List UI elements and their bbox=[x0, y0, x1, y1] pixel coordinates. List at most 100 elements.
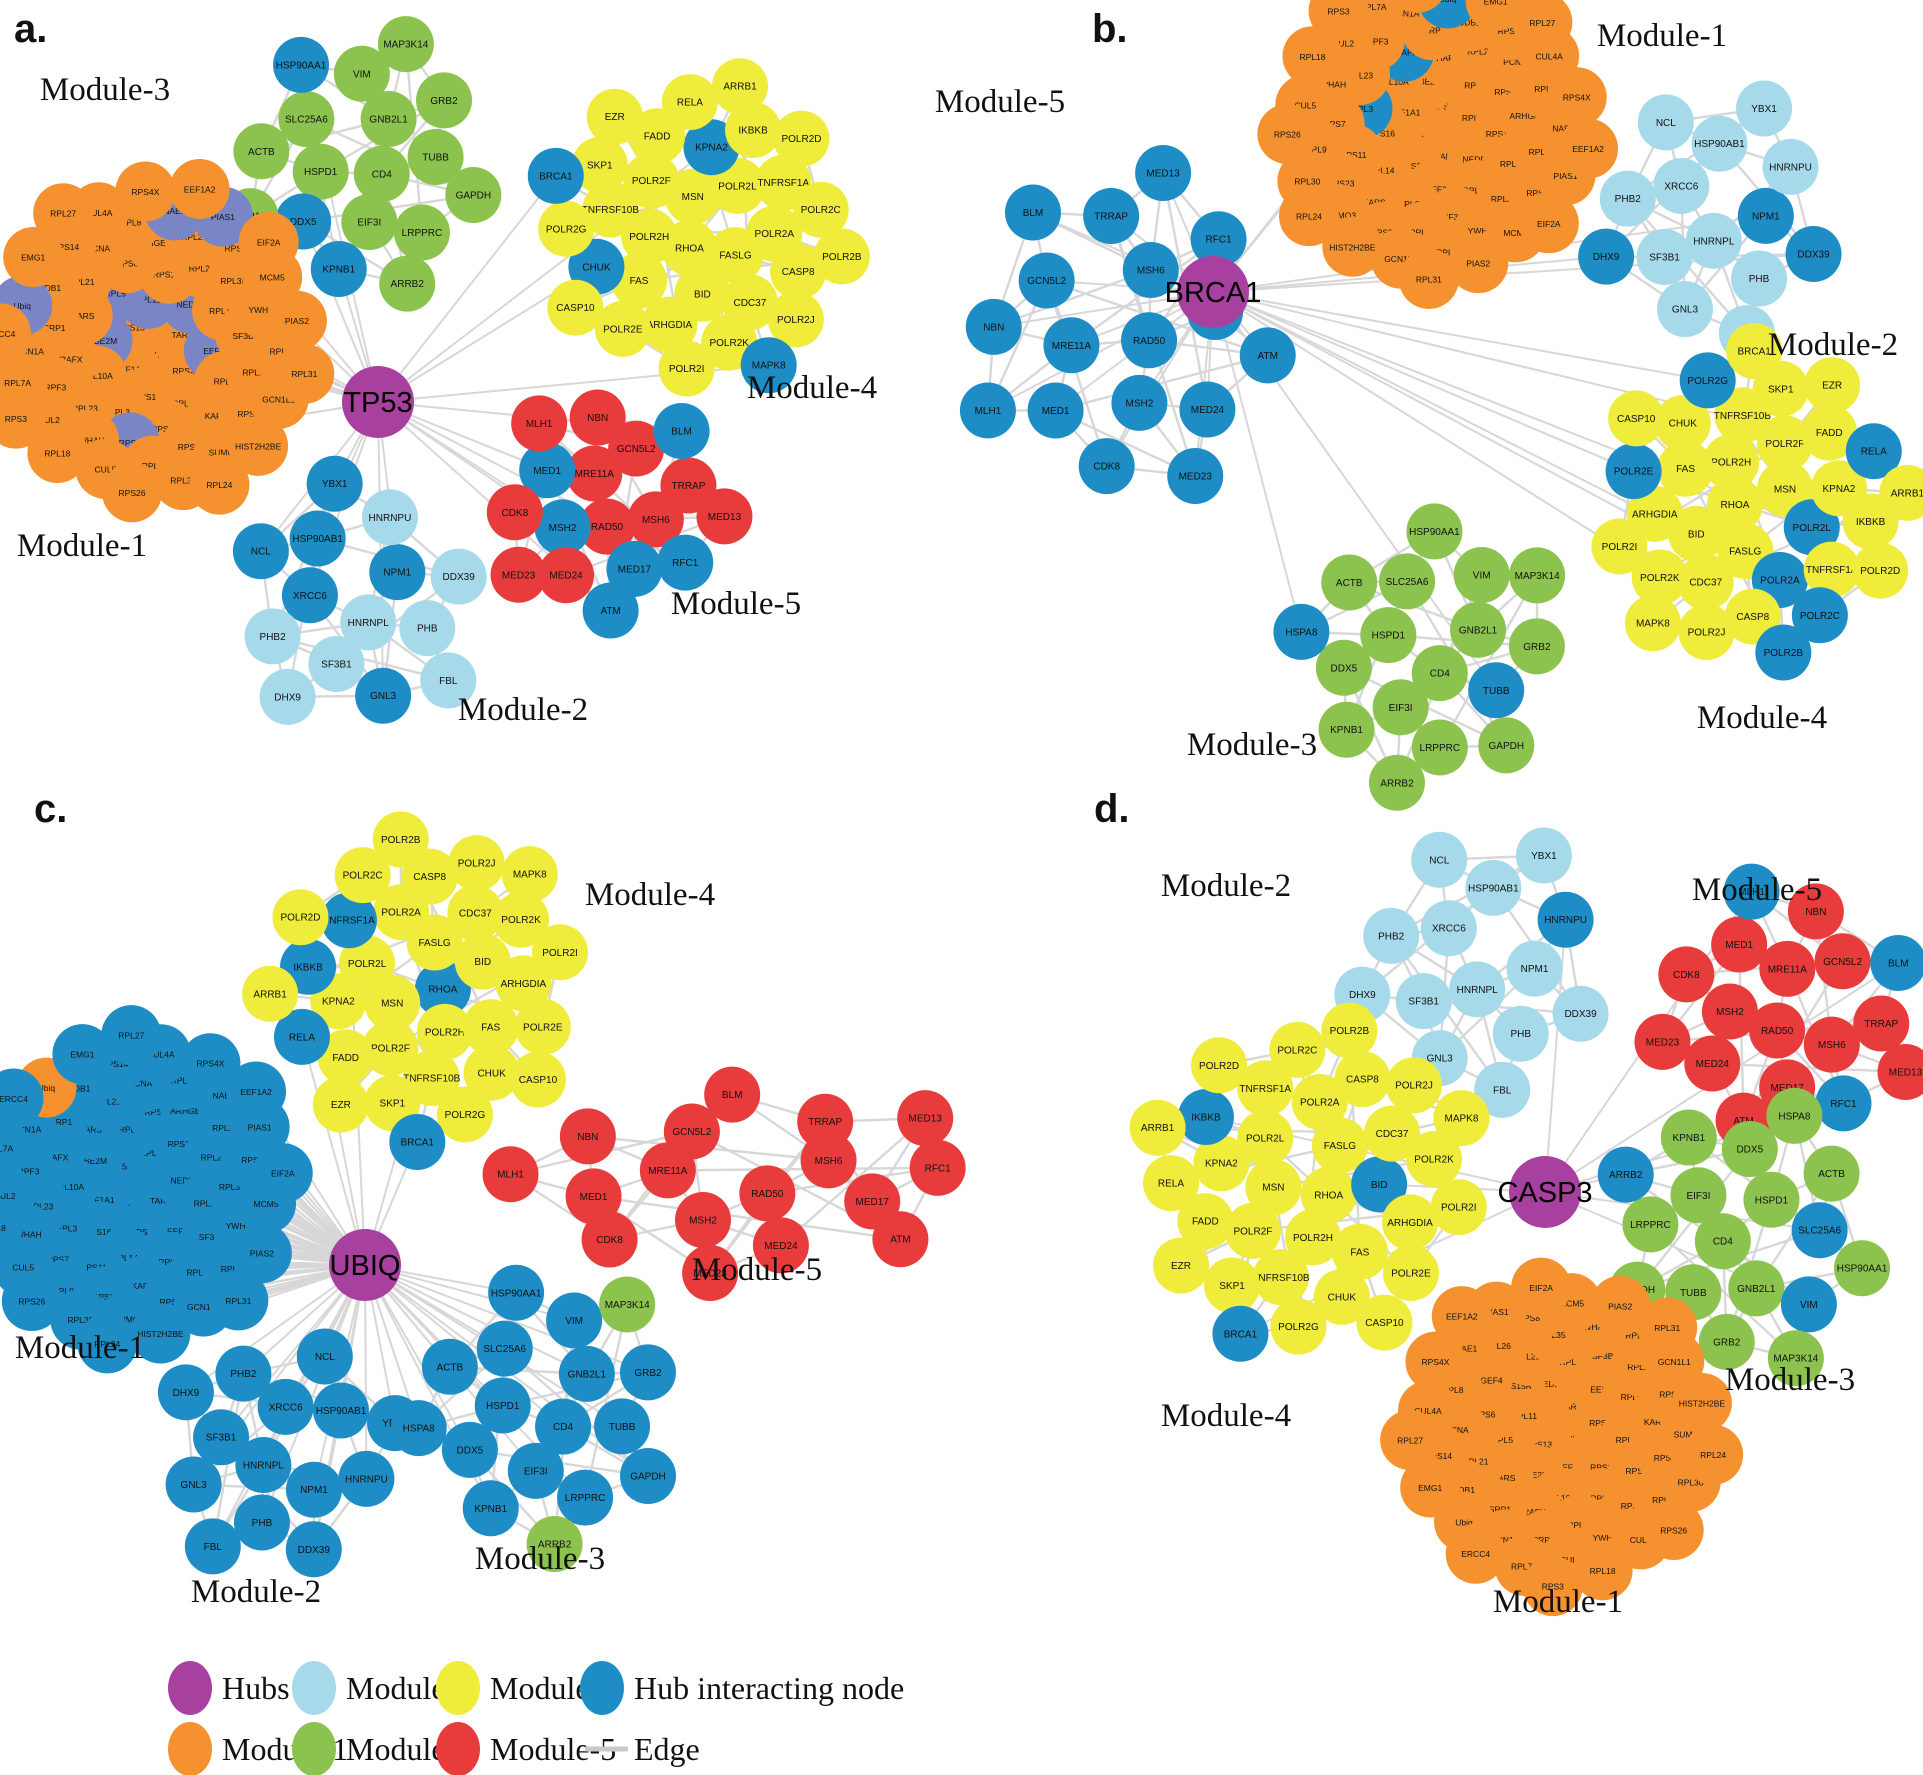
node-ERCC4[interactable] bbox=[0, 1068, 44, 1129]
node-MAP3K14[interactable] bbox=[1767, 1330, 1824, 1387]
node-XRCC6[interactable] bbox=[257, 1378, 314, 1435]
node-HSPA8[interactable] bbox=[390, 1400, 447, 1457]
node-MED1[interactable] bbox=[565, 1168, 622, 1225]
node-SKP1[interactable] bbox=[571, 136, 628, 193]
node-GAPDH[interactable] bbox=[620, 1448, 677, 1505]
node-POLR2D[interactable] bbox=[272, 889, 329, 946]
node-POLR2F[interactable] bbox=[362, 1020, 419, 1077]
node-RPL27[interactable] bbox=[1512, 0, 1573, 53]
node-CASP8[interactable] bbox=[770, 243, 827, 300]
node-MED13[interactable] bbox=[1135, 144, 1192, 201]
node-POLR2A[interactable] bbox=[1291, 1073, 1348, 1130]
node-POLR2D[interactable] bbox=[773, 110, 830, 167]
node-ATM[interactable] bbox=[582, 582, 639, 639]
node-RHOA[interactable] bbox=[1706, 476, 1763, 533]
node-RPL31[interactable] bbox=[208, 1270, 269, 1331]
node-MLH1[interactable] bbox=[511, 395, 568, 452]
node-FBL[interactable] bbox=[184, 1518, 241, 1575]
node-DDX5[interactable] bbox=[441, 1421, 498, 1478]
node-MED17[interactable] bbox=[606, 540, 663, 597]
hub-TP53[interactable] bbox=[342, 366, 414, 438]
node-ERCC4[interactable] bbox=[1387, 0, 1447, 13]
node-POLR2D[interactable] bbox=[1852, 542, 1909, 599]
node-CD4[interactable] bbox=[353, 145, 410, 202]
node-POLR2C[interactable] bbox=[1791, 587, 1848, 644]
node-DHX9[interactable] bbox=[157, 1364, 214, 1421]
node-FASLG[interactable] bbox=[1311, 1117, 1368, 1174]
node-POLR2I[interactable] bbox=[1591, 518, 1648, 575]
node-TUBB[interactable] bbox=[594, 1398, 651, 1455]
node-GNB2L1[interactable] bbox=[558, 1345, 615, 1402]
node-PHB2[interactable] bbox=[244, 608, 301, 665]
node-RPL18[interactable] bbox=[1572, 1540, 1633, 1601]
node-POLR2F[interactable] bbox=[623, 152, 680, 209]
node-POLR2G[interactable] bbox=[1679, 352, 1736, 409]
node-YBX1[interactable] bbox=[1736, 80, 1793, 137]
node-PHB2[interactable] bbox=[1363, 907, 1420, 964]
node-POLR2J[interactable] bbox=[1385, 1057, 1442, 1114]
node-POLR2B[interactable] bbox=[1321, 1002, 1378, 1059]
node-KPNB1[interactable] bbox=[1318, 701, 1375, 758]
node-POLR2L[interactable] bbox=[1237, 1110, 1294, 1167]
node-GCN5L2[interactable] bbox=[1018, 252, 1075, 309]
node-ARRB1[interactable] bbox=[242, 965, 299, 1022]
node-HSPA8[interactable] bbox=[1766, 1087, 1823, 1144]
node-RAD50[interactable] bbox=[1749, 1002, 1806, 1059]
node-RPL31[interactable] bbox=[274, 343, 335, 404]
node-BLM[interactable] bbox=[1004, 184, 1061, 241]
node-DDX5[interactable] bbox=[1721, 1121, 1778, 1178]
node-TRRAP[interactable] bbox=[1083, 188, 1140, 245]
node-FAS[interactable] bbox=[462, 999, 519, 1056]
node-GNB2L1[interactable] bbox=[1728, 1260, 1785, 1317]
node-HSP90AB1[interactable] bbox=[289, 510, 346, 567]
node-TNFRSF10B[interactable] bbox=[582, 181, 639, 238]
node-POLR2H[interactable] bbox=[416, 1003, 473, 1060]
node-POLR2J[interactable] bbox=[767, 291, 824, 348]
node-MSH2[interactable] bbox=[1701, 983, 1758, 1040]
node-MED23[interactable] bbox=[1167, 447, 1224, 504]
node-LRPPRC[interactable] bbox=[1411, 719, 1468, 776]
node-GCN5L2[interactable] bbox=[1814, 933, 1871, 990]
node-NBN[interactable] bbox=[1787, 883, 1844, 940]
node-NPM1[interactable] bbox=[1737, 187, 1794, 244]
node-EIF2A[interactable] bbox=[1511, 1257, 1572, 1318]
node-MAP3K14[interactable] bbox=[599, 1276, 656, 1333]
node-RPL27[interactable] bbox=[33, 183, 94, 244]
node-EEF1A2[interactable] bbox=[1558, 118, 1619, 179]
node-POLR2E[interactable] bbox=[1605, 443, 1662, 500]
node-SLC25A6[interactable] bbox=[278, 91, 335, 148]
node-NPM1[interactable] bbox=[1506, 940, 1563, 997]
node-MRE11A[interactable] bbox=[566, 445, 623, 502]
node-ATM[interactable] bbox=[1239, 327, 1296, 384]
node-RPL27[interactable] bbox=[101, 1005, 162, 1066]
node-MLH1[interactable] bbox=[1723, 863, 1780, 920]
node-CASP10[interactable] bbox=[547, 279, 604, 336]
node-RPS4X[interactable] bbox=[1546, 67, 1607, 128]
node-RELA[interactable] bbox=[273, 1008, 330, 1065]
node-NBN[interactable] bbox=[965, 298, 1022, 355]
node-HIST2H2BE[interactable] bbox=[228, 415, 289, 476]
node-BLM[interactable] bbox=[704, 1066, 761, 1123]
node-MSN[interactable] bbox=[1245, 1159, 1302, 1216]
node-POLR2D[interactable] bbox=[1191, 1037, 1248, 1094]
node-POLR2B[interactable] bbox=[372, 811, 429, 868]
node-POLR2E[interactable] bbox=[594, 300, 651, 357]
node-KPNB1[interactable] bbox=[1660, 1109, 1717, 1166]
node-RAD50[interactable] bbox=[1121, 312, 1178, 369]
node-GNL3[interactable] bbox=[355, 667, 412, 724]
node-RPS26[interactable] bbox=[1257, 104, 1318, 165]
node-XRCC6[interactable] bbox=[281, 567, 338, 624]
node-LRPPRC[interactable] bbox=[1622, 1196, 1679, 1253]
node-SF3B1[interactable] bbox=[308, 635, 365, 692]
node-TNFRSF1A[interactable] bbox=[320, 892, 377, 949]
node-ARHGDIA[interactable] bbox=[1382, 1194, 1439, 1251]
node-CDC37[interactable] bbox=[1364, 1105, 1421, 1162]
node-EIF2A[interactable] bbox=[1518, 193, 1579, 254]
node-PHB[interactable] bbox=[233, 1494, 290, 1551]
node-CASP8[interactable] bbox=[1334, 1051, 1391, 1108]
node-DDX39[interactable] bbox=[285, 1521, 342, 1578]
node-HSPD1[interactable] bbox=[1360, 607, 1417, 664]
node-ARHGDIA[interactable] bbox=[641, 296, 698, 353]
node-HNRNPL[interactable] bbox=[1449, 961, 1506, 1018]
node-RFC1[interactable] bbox=[1190, 211, 1247, 268]
